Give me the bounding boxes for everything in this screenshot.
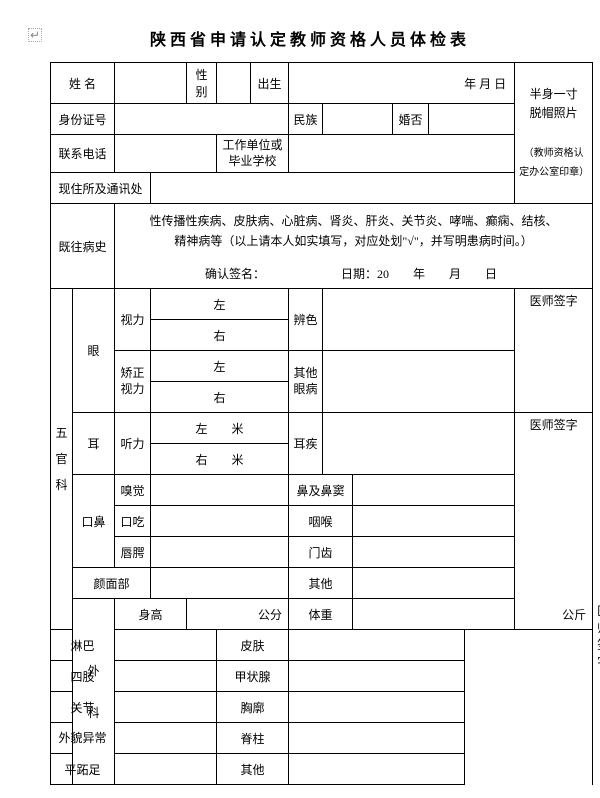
lip-label: 唇腭 [115,537,151,568]
flatfoot-label: 平跖足 [51,754,115,785]
history-text: 性传播性疾病、皮肤病、心脏病、肾炎、肝炎、关节炎、哮喘、癫痫、结核、 精神病等（… [115,204,593,259]
flatfoot-value [115,754,217,785]
nose-mouth-label: 口鼻 [73,475,115,568]
joint-value [115,692,217,723]
stutter-label: 口吃 [115,506,151,537]
page-title: 陕西省申请认定教师资格人员体检表 [50,26,570,50]
other-eye-label: 其他眼病 [289,351,323,413]
photo-line2: 脱帽照片 [530,106,578,120]
vision-right: 右 [151,320,289,351]
thorax-label: 胸廓 [217,692,289,723]
throat-label: 咽喉 [289,506,353,537]
teeth-label: 门齿 [289,537,353,568]
skin-label: 皮肤 [217,630,289,661]
vision-label: 视力 [115,289,151,351]
limbs-label: 四肢 [51,661,115,692]
colorvision-value [323,289,515,351]
wg-other-value [353,568,515,599]
birth-value: 年 月 日 [289,63,515,104]
history-confirm: 确认签名： [205,267,265,281]
phone-label: 联系电话 [51,135,115,173]
history-text2: 精神病等（以上请本人如实填写，对应处划"√"，并写明患病时间。） [174,234,532,248]
nation-value [323,104,393,135]
nation-label: 民族 [289,104,323,135]
nose-label: 鼻及鼻窦 [289,475,353,506]
smell-value [151,475,289,506]
abnormal-value [115,723,217,754]
stutter-value [151,506,289,537]
lymph-value [115,630,217,661]
lymph-label: 淋巴 [51,630,115,661]
spine-value [289,723,465,754]
history-text1: 性传播性疾病、皮肤病、心脏病、肾炎、肝炎、关节炎、哮喘、癫痫、结核、 [150,214,558,228]
corrected-right: 右 [151,382,289,413]
smell-label: 嗅觉 [115,475,151,506]
addr-label: 现住所及通讯处 [51,173,151,204]
abnormal-label: 外貌异常 [51,723,115,754]
thyroid-value [289,661,465,692]
photo-box: 半身一寸 脱帽照片 （教师资格认定办公室印章） [515,63,593,204]
other-eye-value [323,351,515,413]
addr-value [151,173,515,204]
hearing-label: 听力 [115,413,151,475]
wk-other-label: 其他 [217,754,289,785]
marriage-value [429,104,515,135]
marriage-label: 婚否 [393,104,429,135]
spine-label: 脊柱 [217,723,289,754]
photo-line1: 半身一寸 [530,87,578,101]
corrected-left: 左 [151,351,289,382]
face-value [151,568,289,599]
face-label: 颜面部 [73,568,151,599]
ear-sign: 医师签字 [515,413,593,630]
thyroid-label: 甲状腺 [217,661,289,692]
hearing-left: 左 米 [151,413,289,444]
name-value [115,63,187,104]
joint-label: 关节 [51,692,115,723]
unit-label: 工作单位或毕业学校 [217,135,289,173]
sex-value [217,63,251,104]
weight-value: 公斤 [353,599,593,630]
vision-left: 左 [151,289,289,320]
eye-label: 眼 [73,289,115,413]
ear-disease-label: 耳疾 [289,413,323,475]
eye-sign: 医师签字 [515,289,593,413]
ear-label: 耳 [73,413,115,475]
form-table: 姓 名 性别 出生 年 月 日 半身一寸 脱帽照片 （教师资格认定办公室印章） … [50,62,593,785]
unit-value [289,135,515,173]
limbs-value [115,661,217,692]
sex-label: 性别 [187,63,217,104]
id-value [115,104,289,135]
height-value: 公分 [187,599,289,630]
throat-value [353,506,515,537]
anchor-mark: ↵ [28,28,42,42]
thorax-value [289,692,465,723]
wg-other-label: 其他 [289,568,353,599]
weight-label: 体重 [289,599,353,630]
wuguan-section: 五官科 [51,289,73,630]
photo-line3: （教师资格认定办公室印章） [519,148,589,178]
colorvision-label: 辨色 [289,289,323,351]
birth-label: 出生 [251,63,289,104]
teeth-value [353,537,515,568]
history-confirm-row: 确认签名： 日期：20 年 月 日 [115,258,593,289]
ear-disease-value [323,413,515,475]
hearing-right: 右 米 [151,444,289,475]
corrected-label: 矫正视力 [115,351,151,413]
skin-value [289,630,465,661]
history-label: 既往病史 [51,204,115,289]
nose-value [353,475,515,506]
history-date: 日期：20 年 月 日 [341,267,497,281]
wk-other-value [289,754,465,785]
height-label: 身高 [115,599,187,630]
name-label: 姓 名 [51,63,115,104]
phone-value [115,135,217,173]
lip-value [151,537,289,568]
id-label: 身份证号 [51,104,115,135]
